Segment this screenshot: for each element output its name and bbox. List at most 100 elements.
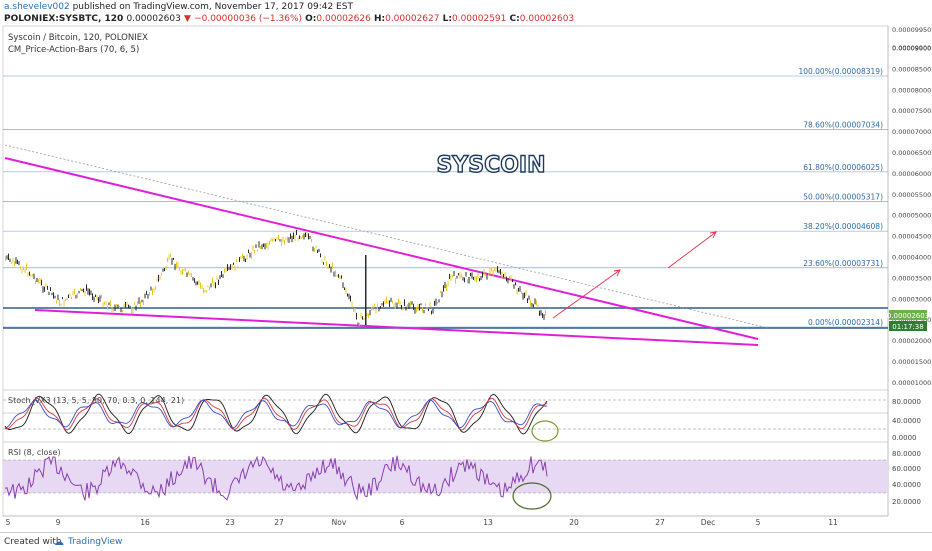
fib-level-label: 78.60%(0.00007034) (803, 121, 883, 130)
candle (50, 287, 51, 291)
candle (87, 288, 89, 295)
candle (293, 232, 294, 239)
candle (312, 246, 314, 252)
candle (494, 268, 495, 271)
candle (24, 269, 26, 273)
candle (423, 310, 425, 314)
candle (236, 258, 237, 262)
candle (83, 288, 84, 293)
candle (35, 280, 36, 285)
candle (471, 272, 473, 279)
candle (197, 281, 198, 285)
main-pane[interactable] (2, 25, 889, 391)
candle (288, 237, 290, 243)
candle (540, 310, 542, 316)
low-label: L: (442, 14, 452, 24)
rsi-highlight-circle[interactable] (512, 482, 552, 510)
projection-arrow-1[interactable] (552, 269, 621, 319)
candle (222, 274, 224, 278)
candle (258, 241, 260, 248)
candle (302, 235, 303, 238)
candle (210, 283, 212, 288)
candle (491, 267, 492, 272)
candle (234, 265, 236, 272)
candle (405, 306, 407, 311)
spike-candle (365, 255, 367, 325)
candle (21, 269, 23, 274)
candle (182, 269, 183, 275)
candle (255, 244, 257, 248)
candle (345, 287, 347, 294)
candle (534, 298, 536, 305)
candle (122, 309, 123, 313)
candle (300, 236, 302, 240)
tradingview-cloud-icon: ☁ (54, 537, 64, 548)
stoch-tick-0: 0.0000 (892, 434, 917, 442)
stoch-highlight-circle[interactable] (531, 420, 559, 442)
high-value: 0.00002627 (385, 14, 440, 24)
candle (284, 239, 285, 245)
price-tick-label: 0.00003500 (892, 274, 931, 282)
candle (156, 278, 158, 282)
lower-trendline[interactable] (34, 309, 759, 346)
candle (15, 257, 17, 264)
candle (53, 292, 54, 299)
candle (161, 272, 162, 276)
candle (350, 295, 351, 302)
created-with: Created with (4, 537, 62, 547)
candle (264, 243, 266, 250)
upper-trendline[interactable] (4, 157, 759, 340)
footer: Created with ☁ TradingView (0, 532, 932, 551)
candle (452, 275, 453, 278)
candle (90, 290, 92, 295)
candle (225, 267, 227, 272)
candle (468, 276, 470, 284)
candle (14, 261, 15, 267)
candle (32, 274, 33, 277)
price-tick-label: 0.00001000 (892, 379, 931, 387)
candle (180, 269, 182, 275)
candle (191, 273, 192, 277)
candle (6, 255, 8, 260)
candle (29, 271, 30, 276)
candle (243, 255, 245, 262)
candle (57, 294, 59, 301)
candle (141, 299, 143, 303)
candle (9, 258, 11, 262)
candle (75, 294, 77, 299)
candle (366, 312, 368, 317)
candle (194, 278, 195, 283)
tradingview-brand[interactable]: TradingView (68, 537, 123, 547)
candle (444, 282, 446, 289)
candle (378, 306, 380, 312)
candle (146, 290, 147, 295)
candle (30, 274, 32, 277)
dotted-trendline[interactable] (4, 144, 769, 329)
candle (242, 253, 243, 259)
rsi-line[interactable] (4, 455, 548, 501)
candle (231, 263, 233, 271)
candle (440, 290, 441, 293)
candle (201, 284, 203, 290)
time-tick-label: 16 (140, 518, 150, 527)
candle (498, 270, 500, 274)
syscoin-annotation[interactable]: SYSCOIN (436, 152, 546, 178)
candle (426, 307, 428, 310)
candle (299, 235, 300, 239)
candle (173, 257, 174, 260)
candle (465, 272, 467, 277)
candle (171, 258, 173, 265)
rsi-label: RSI (8, close) (8, 448, 61, 457)
projection-arrow-2[interactable] (667, 231, 717, 269)
candle (275, 238, 276, 242)
stoch-lines[interactable] (4, 393, 548, 435)
author-link[interactable]: a.shevelev002 (4, 2, 70, 12)
candle (282, 236, 284, 242)
candle (503, 273, 504, 278)
price-candles[interactable] (5, 229, 546, 326)
candle (410, 300, 411, 307)
countdown-value: 01:17:38 (892, 323, 923, 331)
price-tick-label: 0.00007000 (892, 128, 931, 136)
candle (131, 306, 132, 314)
